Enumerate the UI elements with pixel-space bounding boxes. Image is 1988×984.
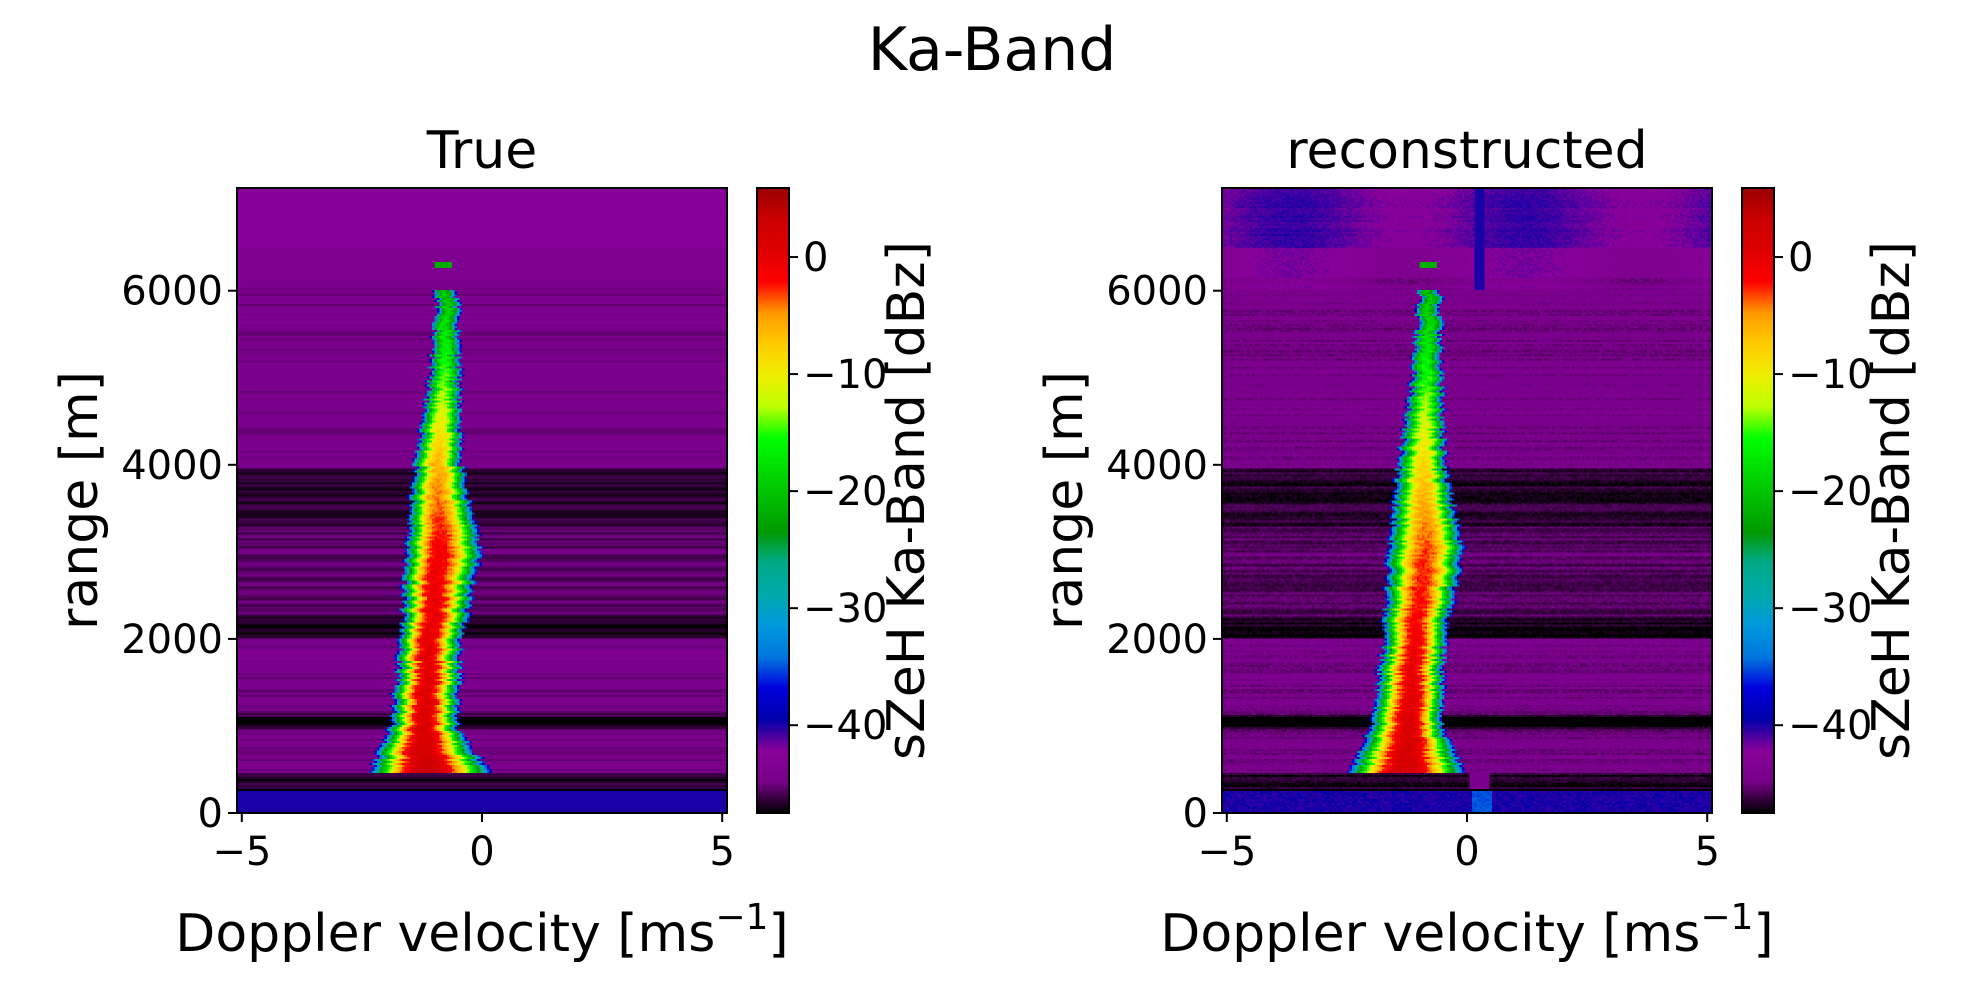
y-tick-label: 0 (1183, 791, 1208, 837)
colorbar-true (757, 188, 789, 813)
colorbar-tick-label: −30 (1788, 586, 1872, 632)
colorbar-tick-label: −30 (803, 586, 887, 632)
colorbar-label: sZeH Ka-Band [dBz] (877, 241, 937, 760)
x-axis-label-superscript: −1 (715, 897, 768, 938)
y-tick-label: 2000 (121, 617, 223, 663)
y-tick-label: 2000 (1106, 617, 1208, 663)
x-tick-label: −5 (212, 829, 271, 875)
x-axis-label-bracket: ] (768, 904, 788, 964)
y-axis-label: range [m] (50, 371, 110, 630)
colorbar-tick-label: −10 (803, 352, 887, 398)
heatmap-true (237, 188, 727, 813)
title-reconstructed: reconstructed (1286, 121, 1647, 181)
heatmap-reconstructed (1222, 188, 1712, 813)
axes-frame (1221, 187, 1713, 814)
x-tick-label: −5 (1197, 829, 1256, 875)
colorbar-tick-label: −20 (803, 469, 887, 515)
x-axis-label: Doppler velocity [ms−1] (1160, 897, 1773, 964)
y-axis-label: range [m] (1035, 371, 1095, 630)
colorbar-frame (756, 187, 790, 814)
colorbar-tick-label: −40 (1788, 703, 1872, 749)
colorbar-frame (1741, 187, 1775, 814)
colorbar-tick-label: −40 (803, 703, 887, 749)
y-tick-label: 4000 (1106, 443, 1208, 489)
y-tick-label: 6000 (1106, 269, 1208, 315)
y-tick-label: 0 (198, 791, 223, 837)
colorbar-tick-label: −20 (1788, 469, 1872, 515)
x-tick-label: 0 (469, 829, 494, 875)
colorbar-reconstructed (1742, 188, 1774, 813)
colorbar-tick-label: −10 (1788, 352, 1872, 398)
y-tick-label: 4000 (121, 443, 223, 489)
suptitle: Ka-Band (868, 15, 1117, 85)
x-axis-label-bracket: ] (1753, 904, 1773, 964)
x-tick-label: 5 (709, 829, 734, 875)
x-axis-label-superscript: −1 (1700, 897, 1753, 938)
colorbar-label: sZeH Ka-Band [dBz] (1862, 241, 1922, 760)
x-axis-label-text: Doppler velocity [ms (175, 904, 715, 964)
x-tick-label: 0 (1454, 829, 1479, 875)
x-axis-label: Doppler velocity [ms−1] (175, 897, 788, 964)
colorbar-tick-label: 0 (803, 235, 828, 281)
y-tick-label: 6000 (121, 269, 223, 315)
title-true: True (426, 121, 537, 181)
x-tick-label: 5 (1694, 829, 1719, 875)
axes-frame (236, 187, 728, 814)
colorbar-tick-label: 0 (1788, 235, 1813, 281)
x-axis-label-text: Doppler velocity [ms (1160, 904, 1700, 964)
